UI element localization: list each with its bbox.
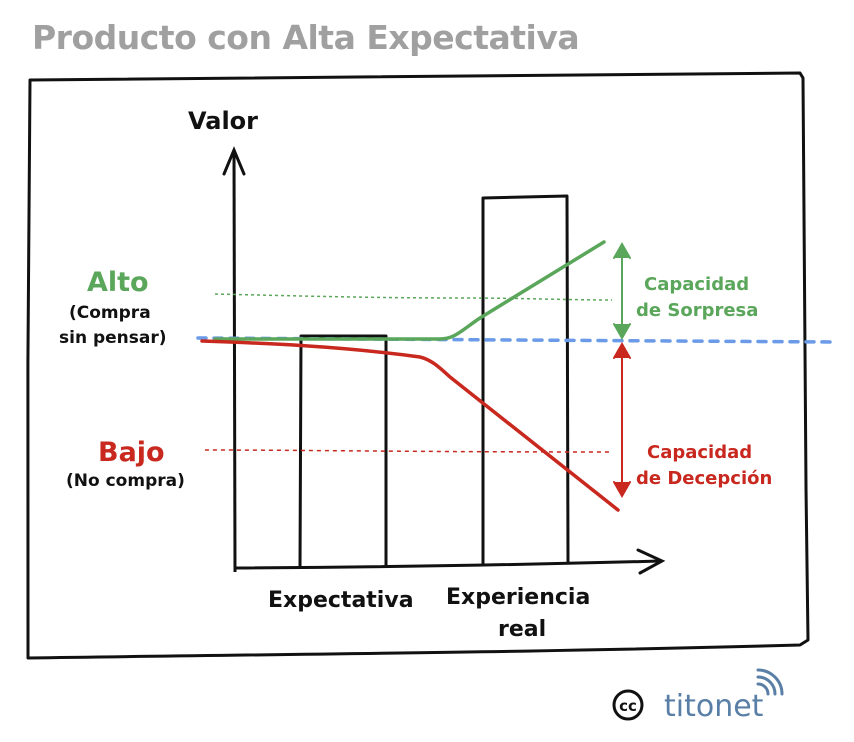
surprise-label-2: de Sorpresa bbox=[636, 300, 758, 321]
x-axis-arrow bbox=[636, 548, 666, 575]
high-level-label: Alto bbox=[87, 267, 149, 298]
disappointment-label-2: de Decepción bbox=[636, 468, 772, 489]
y-axis-label: Valor bbox=[188, 107, 258, 135]
expectation-bar-label: Expectativa bbox=[268, 588, 414, 613]
low-level-label: Bajo bbox=[98, 437, 165, 468]
experience-bar bbox=[481, 194, 570, 565]
wifi-icon bbox=[756, 668, 784, 696]
experience-bar-label-2: real bbox=[498, 617, 546, 642]
frame bbox=[26, 71, 810, 660]
cc-logo: cc bbox=[612, 689, 644, 721]
y-axis-arrow bbox=[222, 146, 246, 176]
y-axis bbox=[232, 149, 237, 573]
low-level-line bbox=[204, 449, 613, 453]
disappointment-curve bbox=[200, 339, 620, 512]
surprise-arrow bbox=[613, 241, 631, 341]
disappointment-arrow bbox=[613, 341, 631, 499]
high-level-note-1: (Compra bbox=[69, 303, 151, 323]
x-axis bbox=[234, 559, 661, 570]
surprise-curve bbox=[213, 240, 606, 341]
disappointment-label-1: Capacidad bbox=[647, 442, 752, 463]
surprise-label-1: Capacidad bbox=[644, 274, 749, 295]
low-level-note: (No compra) bbox=[66, 471, 185, 491]
expectation-bar bbox=[298, 334, 388, 569]
brand-logo-text: titonet bbox=[664, 689, 764, 724]
high-level-line bbox=[214, 293, 613, 301]
page-title: Producto con Alta Expectativa bbox=[32, 18, 580, 57]
experience-bar-label-1: Experiencia bbox=[446, 585, 590, 610]
cc-logo-text: cc bbox=[619, 697, 637, 715]
high-level-note-2: sin pensar) bbox=[59, 328, 167, 348]
